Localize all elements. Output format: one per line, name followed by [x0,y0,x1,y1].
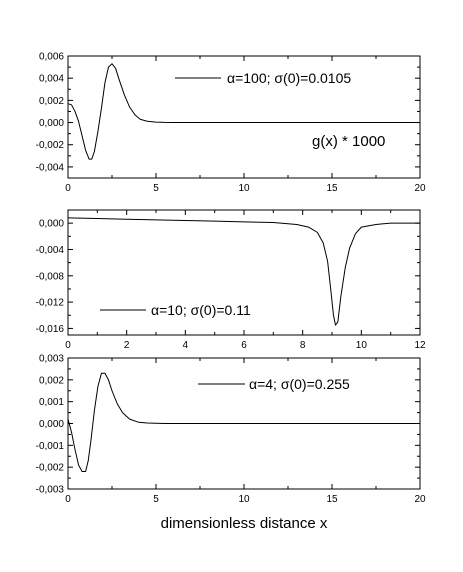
x-tick-label: 10 [238,494,250,505]
y-tick-label: -0,008 [36,271,65,282]
x-tick-label: 15 [326,183,338,194]
annotation-label: g(x) * 1000 [312,133,385,150]
x-tick-label: 5 [153,494,159,505]
y-tick-label: 0,004 [39,74,64,85]
x-tick-label: 0 [65,183,71,194]
x-tick-label: 15 [326,494,338,505]
y-tick-label: 0,000 [39,219,64,230]
y-tick-label: -0,012 [36,298,65,309]
series-line [67,63,420,160]
x-tick-label: 10 [238,183,250,194]
x-tick-label: 2 [124,340,130,351]
y-tick-label: 0,006 [39,52,64,63]
panel-bottom: dimensionless distance x 0 5 10 15 20 -0,003 -… [36,354,426,533]
y-tick-label: -0,002 [36,463,65,474]
y-tick-label: -0,004 [36,245,65,256]
y-tick-label: 0,000 [39,118,64,129]
panel-top: g(x) * 1000 0 5 10 15 20 -0,004 -0,002 0,000 0,0… [36,52,426,195]
x-tick-label: 0 [65,494,71,505]
y-tick-label: 0,003 [39,354,64,365]
x-tick-label: 20 [414,494,426,505]
x-tick-label: 8 [300,340,306,351]
panel-middle: 0 2 4 6 8 10 12 -0,016 -0,012 -0,008 -0,004 0,000 α=… [36,209,426,351]
x-tick-label: 20 [414,183,426,194]
legend-label: α=4; σ(0)=0.255 [249,376,350,392]
series-line [67,217,420,326]
y-tick-label: -0,016 [36,324,65,335]
y-tick-label: -0,003 [36,485,65,496]
y-tick-label: -0,004 [36,162,65,173]
y-tick-label: 0,001 [39,397,64,408]
y-tick-label: 0,002 [39,375,64,386]
x-tick-label: 5 [153,183,159,194]
x-tick-label: 12 [414,340,426,351]
series-line [67,372,420,473]
y-tick-label: 0,002 [39,96,64,107]
x-tick-label: 0 [65,340,71,351]
x-tick-label: 4 [183,340,189,351]
y-tick-label: -0,002 [36,140,65,151]
x-tick-label: 6 [241,340,247,351]
y-tick-label: 0,000 [39,419,64,430]
x-tick-label: 10 [356,340,368,351]
x-axis-label: dimensionless distance x [161,515,328,532]
legend-label: α=100; σ(0)=0.0105 [227,70,351,86]
legend-label: α=10; σ(0)=0.11 [151,302,251,318]
y-tick-label: -0,001 [36,441,65,452]
